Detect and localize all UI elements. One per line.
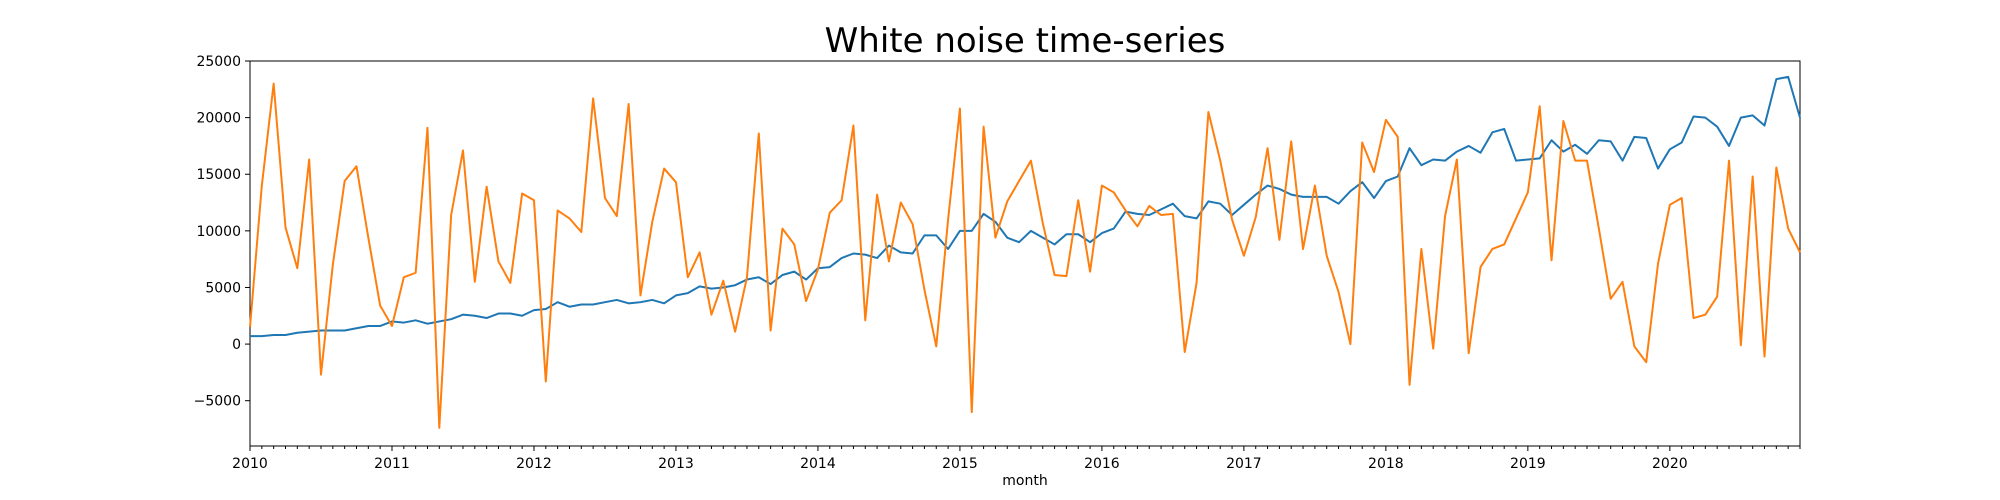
- x-axis-label: month: [1002, 473, 1047, 489]
- x-tick-label: 2013: [658, 456, 694, 472]
- x-tick-label: 2019: [1510, 456, 1546, 472]
- x-axis: 2010 2011 2012 2013 2014 2015 2016 2017 2018 2019…: [232, 446, 1801, 472]
- x-tick-label: 2018: [1368, 456, 1404, 472]
- series-layer: [249, 75, 1801, 429]
- y-tick-label: 5000: [205, 280, 241, 296]
- x-tick-label: 2015: [942, 456, 978, 472]
- x-tick-label: 2014: [800, 456, 836, 472]
- y-tick-label: 15000: [196, 167, 241, 183]
- series-line-2: [249, 82, 1801, 429]
- y-tick-label: −5000: [194, 394, 241, 410]
- x-tick-label: 2012: [516, 456, 552, 472]
- x-tick-label: 2011: [374, 456, 410, 472]
- x-tick-label: 2017: [1226, 456, 1262, 472]
- x-tick-label: 2020: [1652, 456, 1688, 472]
- plot-area: [249, 60, 1801, 447]
- series-line-1: [250, 75, 1801, 338]
- y-tick-label: 20000: [196, 111, 241, 127]
- y-axis: −5000 0 5000 10000 15000 20000 25000: [194, 54, 250, 410]
- y-tick-label: 0: [232, 337, 241, 353]
- y-tick-label: 25000: [196, 54, 241, 70]
- x-tick-label: 2016: [1084, 456, 1120, 472]
- plot-frame: [249, 60, 1801, 447]
- chart-title: White noise time-series: [825, 21, 1226, 61]
- x-tick-label: 2010: [232, 456, 268, 472]
- y-tick-label: 10000: [196, 224, 241, 240]
